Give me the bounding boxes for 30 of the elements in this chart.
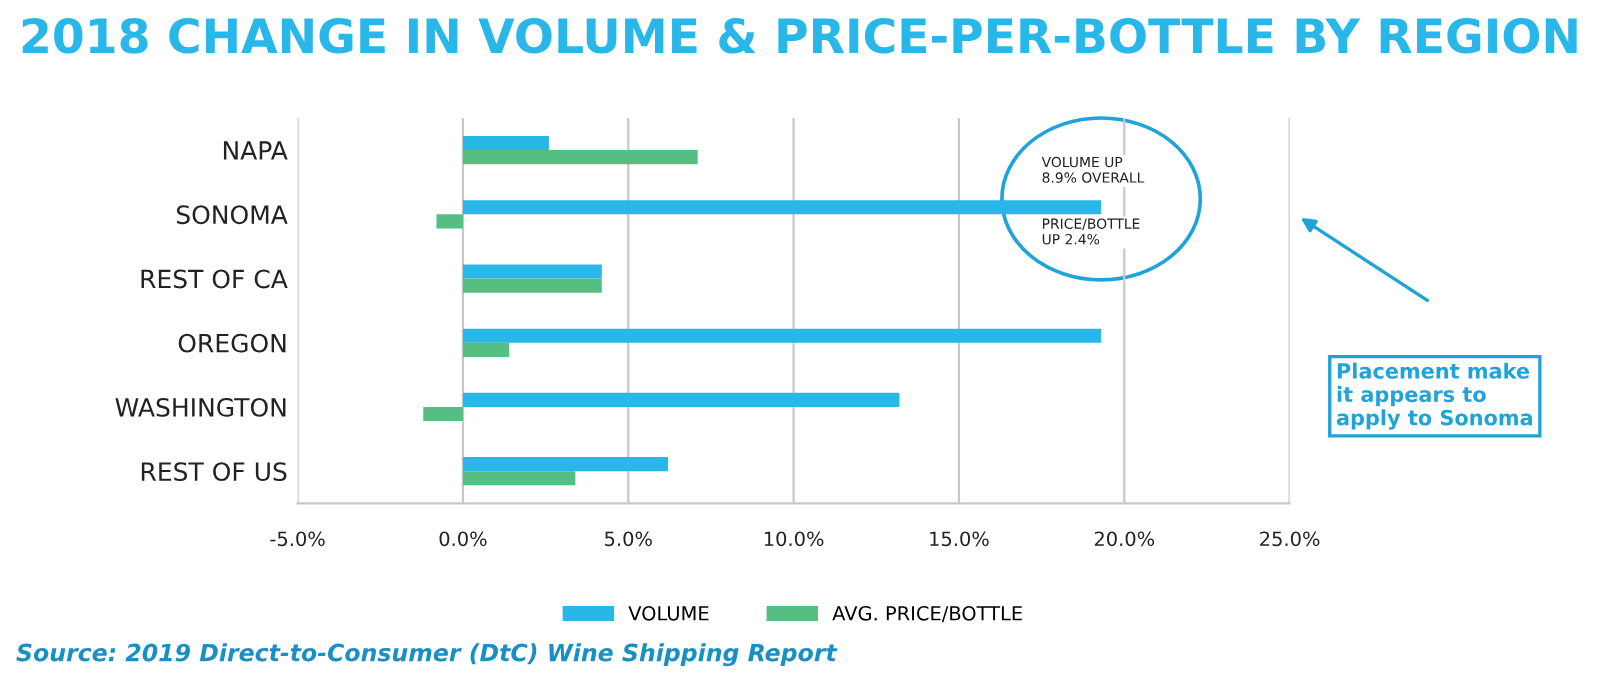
x-tick-label: 25.0% [1260, 531, 1320, 547]
chart-title: 2018 CHANGE IN VOLUME & PRICE-PER-BOTTLE BY REGION [22, 17, 1577, 54]
bar [462, 328, 1102, 343]
x-tick-label: 20.0% [1094, 531, 1155, 547]
x-tick-label: 10.0% [764, 531, 824, 547]
x-tick-label: 0.0% [439, 531, 487, 547]
source-note: Source: 2019 Direct-to-Consumer (DtC) Wine Shipping Report [16, 643, 838, 667]
y-tick-label: NAPA [223, 141, 288, 160]
y-tick-label: REST OF CA [141, 269, 288, 289]
bar [462, 471, 576, 486]
x-tick-label: 5.0% [605, 531, 652, 547]
bar [462, 200, 1102, 215]
bar [436, 214, 463, 229]
bar [462, 150, 698, 165]
bar [462, 392, 900, 407]
x-tick-label: 15.0% [930, 531, 989, 547]
y-tick-label: WASHINGTON [115, 397, 286, 417]
bar [462, 264, 602, 279]
y-tick-label: SONOMA [176, 205, 288, 225]
bar [423, 406, 463, 422]
bar [462, 135, 549, 151]
legend-label: AVG. PRICE/BOTTLE [832, 605, 1022, 623]
bar [462, 342, 510, 357]
x-tick-label: -5.0% [270, 531, 325, 547]
bar [462, 457, 668, 472]
y-tick-label: OREGON [178, 333, 286, 353]
y-tick-label: REST OF US [141, 462, 287, 482]
bar [462, 278, 602, 293]
text: Placement make it appears to apply to Sonoma [1336, 362, 1532, 430]
legend-label: VOLUME [628, 605, 709, 621]
